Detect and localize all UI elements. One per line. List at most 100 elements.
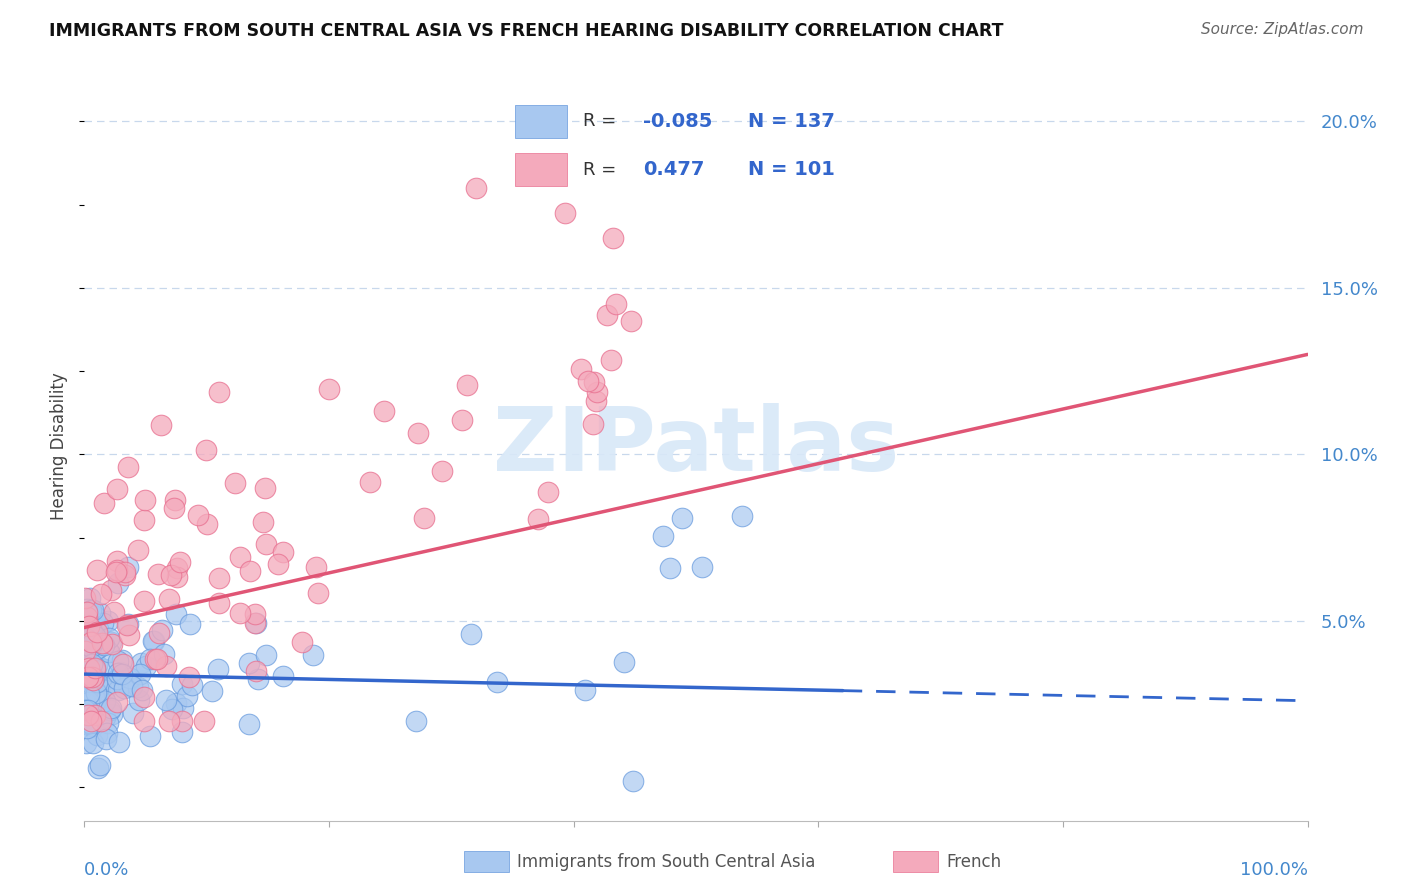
Point [166, 570, 188, 584]
Point [80, 625, 103, 640]
Point [89, 606, 111, 620]
Point [103, 605, 125, 619]
Point [134, 493, 156, 508]
Point [110, 665, 132, 679]
Text: 0.0%: 0.0% [84, 861, 129, 879]
Point [82, 631, 104, 645]
Point [76, 703, 98, 717]
Point [84, 661, 107, 675]
Point [84, 692, 107, 706]
Point [101, 707, 124, 722]
Point [582, 376, 605, 390]
Point [247, 673, 270, 687]
Point [245, 615, 267, 630]
Point [80, 714, 103, 728]
Text: 0.477: 0.477 [644, 160, 704, 179]
Point [121, 679, 143, 693]
Text: R =: R = [583, 112, 616, 130]
Point [97, 614, 120, 628]
Point [83, 671, 105, 685]
Point [83, 629, 105, 643]
Text: Immigrants from South Central Asia: Immigrants from South Central Asia [517, 853, 815, 871]
Point [122, 706, 145, 720]
Point [83, 707, 105, 722]
Point [76, 610, 98, 624]
Point [100, 701, 122, 715]
Point [83, 664, 105, 678]
Point [359, 475, 381, 489]
Point [602, 231, 624, 245]
Point [486, 675, 509, 690]
Point [87, 681, 110, 695]
Point [84, 685, 107, 699]
Point [82, 635, 104, 649]
Point [117, 616, 139, 631]
Point [84, 686, 107, 700]
Point [238, 656, 260, 670]
Point [101, 637, 124, 651]
Point [94, 694, 117, 708]
Point [413, 511, 436, 525]
Point [73, 703, 96, 717]
Point [143, 652, 166, 666]
Point [79, 606, 101, 620]
Point [450, 413, 472, 427]
Point [117, 559, 139, 574]
Point [585, 393, 607, 408]
Point [194, 443, 217, 458]
Text: Source: ZipAtlas.com: Source: ZipAtlas.com [1201, 22, 1364, 37]
Point [267, 557, 290, 571]
Point [148, 625, 170, 640]
Point [86, 657, 108, 672]
Point [87, 640, 110, 655]
Point [91, 616, 114, 631]
Point [86, 674, 108, 689]
Point [77, 619, 100, 633]
Point [76, 606, 98, 620]
Point [93, 495, 115, 509]
Text: N = 137: N = 137 [748, 112, 834, 131]
Point [77, 661, 100, 675]
Text: 100.0%: 100.0% [1240, 861, 1308, 879]
Point [107, 683, 129, 698]
Point [201, 683, 224, 698]
Point [252, 515, 274, 529]
Point [84, 658, 107, 673]
Point [118, 628, 141, 642]
Point [127, 543, 149, 558]
Point [76, 632, 98, 646]
Point [129, 667, 152, 681]
Point [76, 722, 98, 736]
Text: IMMIGRANTS FROM SOUTH CENTRAL ASIA VS FRENCH HEARING DISABILITY CORRELATION CHAR: IMMIGRANTS FROM SOUTH CENTRAL ASIA VS FR… [49, 22, 1004, 40]
Point [98, 703, 121, 717]
Point [83, 690, 105, 705]
Point [87, 622, 110, 636]
Point [105, 672, 128, 686]
Point [160, 568, 183, 582]
Point [569, 361, 592, 376]
Point [179, 670, 201, 684]
Point [86, 624, 108, 639]
Point [658, 561, 681, 575]
Point [80, 667, 103, 681]
Point [150, 623, 173, 637]
Text: R =: R = [583, 161, 616, 178]
Point [207, 384, 229, 399]
Point [131, 682, 153, 697]
Point [146, 652, 169, 666]
Bar [515, 153, 567, 186]
Point [77, 656, 100, 670]
Point [671, 511, 693, 525]
Point [245, 616, 267, 631]
Point [98, 631, 121, 645]
Point [103, 676, 125, 690]
Point [77, 671, 100, 685]
Point [128, 693, 150, 707]
Point [157, 714, 180, 728]
Point [94, 710, 117, 724]
Point [105, 563, 128, 577]
Point [108, 734, 131, 748]
Point [90, 637, 112, 651]
Text: ZIPatlas: ZIPatlas [494, 402, 898, 490]
Point [118, 671, 141, 685]
